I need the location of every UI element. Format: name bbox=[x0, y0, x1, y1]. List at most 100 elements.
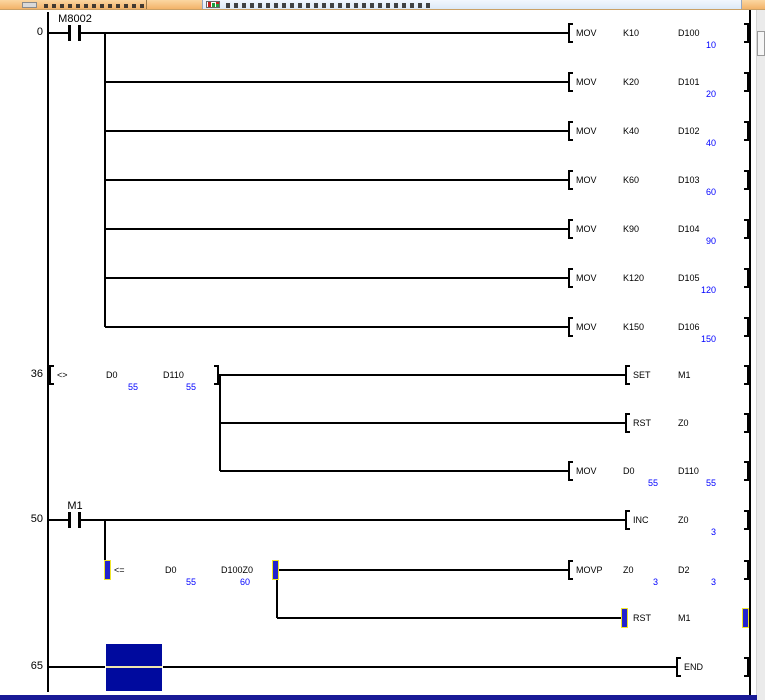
vertical-scrollbar-thumb[interactable] bbox=[757, 31, 765, 56]
operand-label: Z0 bbox=[678, 515, 689, 525]
document-tab-bar bbox=[0, 0, 765, 10]
wire-horizontal bbox=[220, 422, 625, 424]
instruction-close-bracket bbox=[744, 72, 749, 92]
wire-horizontal bbox=[105, 228, 568, 230]
instruction-open-bracket bbox=[568, 170, 573, 190]
operand-label: D2 bbox=[678, 565, 690, 575]
left-power-rail bbox=[47, 12, 49, 692]
no-contact-bar[interactable] bbox=[78, 25, 81, 41]
instruction-mnemonic[interactable]: MOV bbox=[576, 224, 597, 234]
operand-label: D110 bbox=[163, 370, 184, 380]
wire-horizontal bbox=[279, 569, 568, 571]
instruction-mnemonic[interactable]: MOV bbox=[576, 175, 597, 185]
wire-horizontal bbox=[218, 374, 625, 376]
instruction-open-bracket bbox=[625, 413, 630, 433]
monitor-value: 3 bbox=[710, 577, 716, 587]
instruction-mnemonic[interactable]: MOVP bbox=[576, 565, 603, 575]
vertical-scrollbar-track[interactable] bbox=[756, 0, 765, 700]
monitor-value: 55 bbox=[127, 382, 138, 392]
instruction-open-bracket bbox=[568, 461, 573, 481]
wire-horizontal bbox=[105, 179, 568, 181]
instruction-open-bracket bbox=[676, 657, 681, 677]
step-number: 65 bbox=[30, 660, 43, 672]
energized-right-marker bbox=[272, 560, 279, 580]
instruction-mnemonic[interactable]: SET bbox=[633, 370, 651, 380]
instruction-close-bracket bbox=[744, 268, 749, 288]
instruction-close-bracket bbox=[744, 560, 749, 580]
operand-label: K90 bbox=[623, 224, 640, 234]
operand-label: Z0 bbox=[678, 418, 689, 428]
instruction-mnemonic[interactable]: RST bbox=[633, 613, 651, 623]
instruction-close-bracket bbox=[744, 121, 749, 141]
no-contact-bar[interactable] bbox=[68, 25, 71, 41]
operand-label: M1 bbox=[678, 613, 691, 623]
instruction-close-bracket bbox=[744, 219, 749, 239]
monitor-value: 3 bbox=[652, 577, 658, 587]
operand-label: Z0 bbox=[623, 565, 634, 575]
ladder-program-icon bbox=[206, 1, 220, 8]
compare-operator[interactable]: <= bbox=[114, 565, 125, 575]
instruction-close-bracket bbox=[744, 510, 749, 530]
tab-label-clipped bbox=[44, 4, 144, 8]
wire-horizontal bbox=[48, 32, 69, 34]
tab-active-clipped[interactable] bbox=[202, 0, 742, 9]
instruction-mnemonic[interactable]: MOV bbox=[576, 28, 597, 38]
instruction-mnemonic[interactable]: MOV bbox=[576, 273, 597, 283]
instruction-mnemonic[interactable]: END bbox=[684, 662, 704, 672]
operand-label: D0 bbox=[106, 370, 118, 380]
instruction-open-bracket bbox=[49, 365, 54, 385]
instruction-close-bracket bbox=[744, 461, 749, 481]
operand-label: K40 bbox=[623, 126, 640, 136]
right-power-rail bbox=[749, 10, 751, 695]
operand-label: D110 bbox=[678, 466, 699, 476]
instruction-open-bracket bbox=[568, 72, 573, 92]
branch-wire bbox=[276, 570, 278, 618]
contact-device-label: M8002 bbox=[58, 13, 92, 25]
no-contact-bar[interactable] bbox=[68, 512, 71, 528]
instruction-close-bracket bbox=[744, 413, 749, 433]
step-number: 50 bbox=[30, 513, 43, 525]
active-tab-label-clipped bbox=[226, 3, 434, 8]
monitor-value: 55 bbox=[647, 478, 658, 488]
instruction-mnemonic[interactable]: MOV bbox=[576, 126, 597, 136]
operand-label: D106 bbox=[678, 322, 700, 332]
wire-horizontal bbox=[105, 130, 568, 132]
wire-horizontal bbox=[220, 470, 568, 472]
operand-label: K20 bbox=[623, 77, 640, 87]
operand-label: D103 bbox=[678, 175, 700, 185]
instruction-mnemonic[interactable]: MOV bbox=[576, 466, 597, 476]
wire-horizontal bbox=[81, 519, 625, 521]
document-icon bbox=[22, 2, 37, 8]
monitor-value: 20 bbox=[705, 89, 716, 99]
compare-operator[interactable]: <> bbox=[57, 370, 68, 380]
instruction-close-bracket bbox=[744, 365, 749, 385]
operand-label: K150 bbox=[623, 322, 645, 332]
monitor-value: 120 bbox=[700, 285, 716, 295]
instruction-mnemonic[interactable]: INC bbox=[633, 515, 649, 525]
operand-label: K60 bbox=[623, 175, 640, 185]
instruction-mnemonic[interactable]: MOV bbox=[576, 322, 597, 332]
instruction-close-bracket bbox=[744, 317, 749, 337]
tab-inactive-clipped[interactable] bbox=[0, 0, 147, 9]
instruction-open-bracket bbox=[568, 121, 573, 141]
instruction-open-bracket bbox=[625, 365, 630, 385]
monitor-value: 60 bbox=[705, 187, 716, 197]
instruction-mnemonic[interactable]: MOV bbox=[576, 77, 597, 87]
operand-label: D0 bbox=[165, 565, 177, 575]
wire-horizontal bbox=[277, 617, 621, 619]
wire-horizontal bbox=[48, 666, 105, 668]
monitor-value: 60 bbox=[239, 577, 250, 587]
monitor-value: 55 bbox=[185, 382, 196, 392]
instruction-mnemonic[interactable]: RST bbox=[633, 418, 651, 428]
instruction-open-bracket bbox=[568, 219, 573, 239]
operand-label: D105 bbox=[678, 273, 700, 283]
operand-label: D104 bbox=[678, 224, 700, 234]
instruction-open-bracket bbox=[568, 268, 573, 288]
instruction-open-bracket bbox=[568, 317, 573, 337]
wire-horizontal bbox=[163, 666, 676, 668]
step-number: 36 bbox=[30, 368, 43, 380]
instruction-open-bracket bbox=[568, 23, 573, 43]
no-contact-bar[interactable] bbox=[78, 512, 81, 528]
contact-device-label: M1 bbox=[67, 500, 83, 512]
monitor-value: 55 bbox=[705, 478, 716, 488]
